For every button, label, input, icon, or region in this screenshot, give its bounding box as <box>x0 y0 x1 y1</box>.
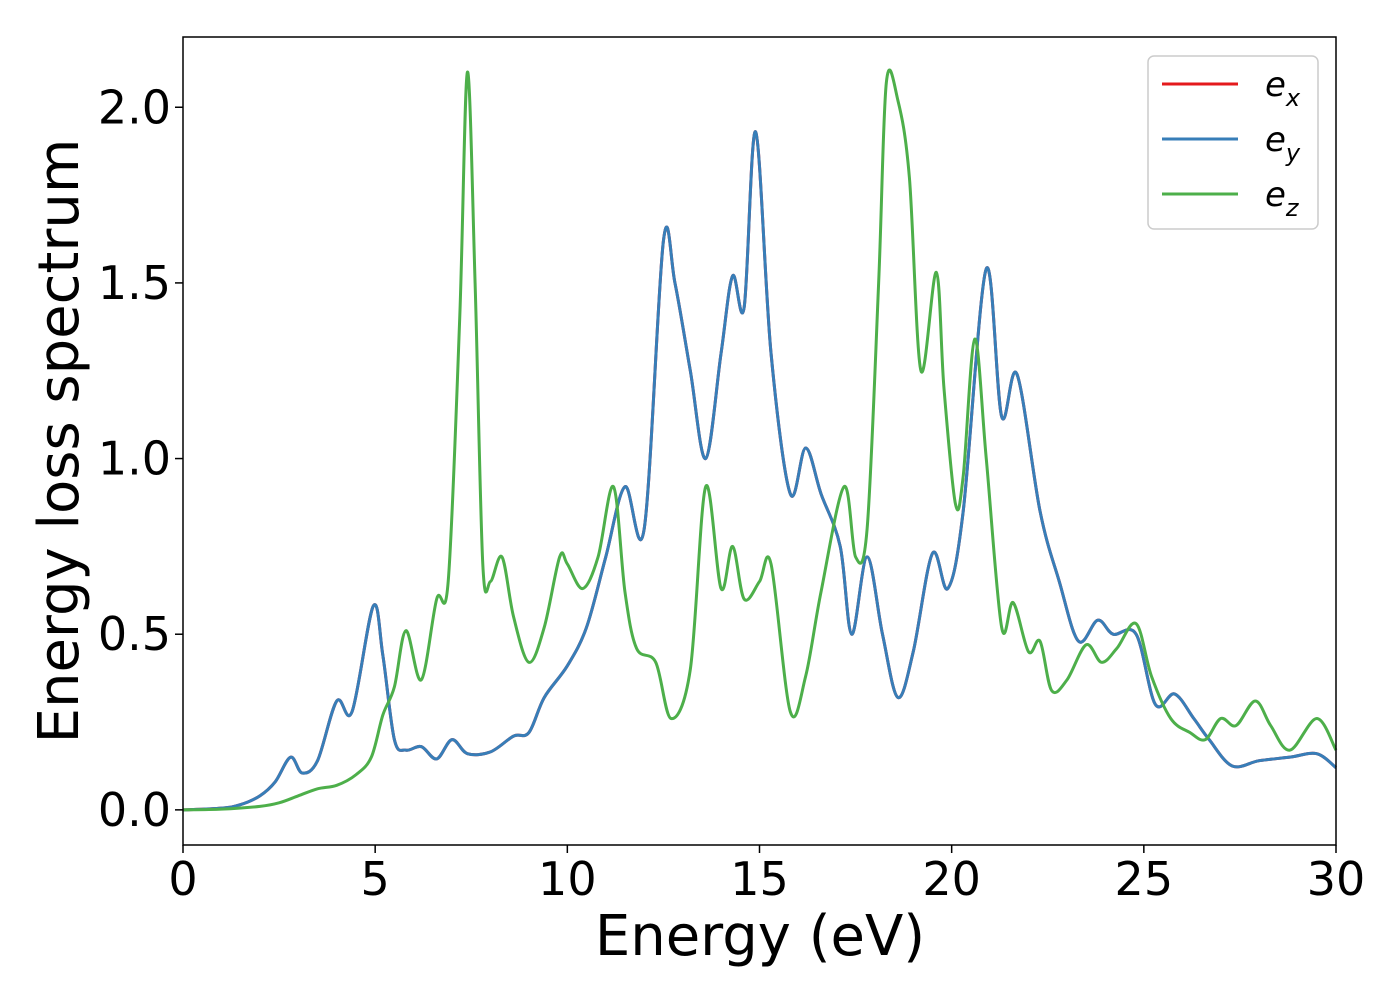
y-axis-label: Energy loss spectrum <box>27 139 92 744</box>
series-line-ey <box>182 130 1337 812</box>
x-tick-label: 30 <box>1307 852 1366 906</box>
series-layer <box>182 68 1338 812</box>
x-axis: 0 5 10 15 20 25 30 <box>168 845 1365 906</box>
series-line-ez <box>182 68 1338 812</box>
legend-subscript-ey: y <box>1285 139 1301 167</box>
series-line-ex <box>182 130 1337 812</box>
y-tick-label: 0.0 <box>98 783 171 837</box>
legend-subscript-ex: x <box>1285 84 1301 112</box>
x-tick-label: 5 <box>361 852 390 906</box>
x-tick-label: 0 <box>168 852 197 906</box>
y-tick-label: 2.0 <box>98 80 171 134</box>
y-tick-label: 0.5 <box>98 607 171 661</box>
x-tick-label: 25 <box>1115 852 1174 906</box>
y-tick-label: 1.0 <box>98 432 171 486</box>
y-axis: 0.0 0.5 1.0 1.5 2.0 <box>98 80 183 837</box>
legend-box <box>1147 55 1319 230</box>
x-axis-label: Energy (eV) <box>595 904 925 969</box>
x-tick-label: 20 <box>922 852 981 906</box>
y-tick-label: 1.5 <box>98 256 171 310</box>
x-tick-label: 10 <box>538 852 597 906</box>
x-tick-label: 15 <box>730 852 789 906</box>
legend-subscript-ez: z <box>1285 194 1300 222</box>
legend-label-ex: ex <box>1265 65 1301 112</box>
legend-label-ey: ey <box>1265 120 1301 167</box>
